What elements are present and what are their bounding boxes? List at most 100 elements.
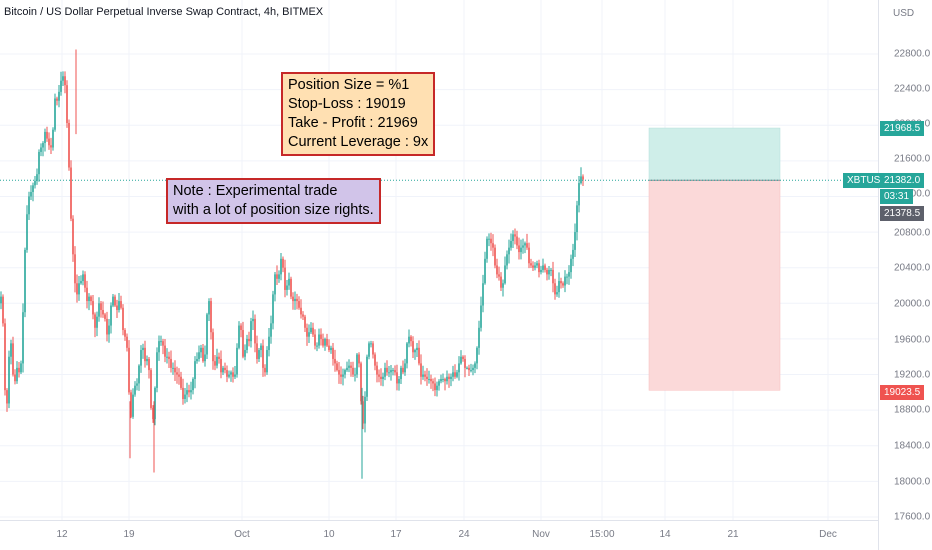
candle-body	[562, 283, 564, 286]
candle-body	[2, 296, 4, 324]
candle-body	[340, 374, 342, 377]
last-price-tag: 21382.0	[880, 173, 925, 188]
candle-body	[456, 372, 458, 377]
candle-body	[530, 263, 532, 266]
stop-loss-text: Stop-Loss : 19019	[288, 96, 406, 112]
candle-body	[460, 356, 462, 364]
candle-body	[374, 354, 376, 366]
candle-body	[308, 332, 310, 337]
candle-body	[18, 367, 20, 373]
y-tick-label: 18400.0	[894, 440, 931, 452]
candle-body	[154, 387, 156, 420]
stop-price-tag: 19023.5	[880, 385, 925, 400]
candle-body	[412, 341, 414, 353]
candle-body	[54, 98, 56, 130]
candle-body	[572, 249, 574, 259]
x-tick-label: Oct	[234, 529, 250, 540]
candle-body	[166, 356, 168, 358]
candle-body	[320, 334, 322, 339]
position-info-box[interactable]: Position Size = %1 Stop-Loss : 19019 Tak…	[281, 72, 436, 156]
candle-body	[124, 330, 126, 337]
candle-body	[76, 283, 78, 295]
candle-body	[438, 381, 440, 386]
candle-body	[282, 258, 284, 268]
note-box[interactable]: Note : Experimental trade with a lot of …	[166, 178, 381, 224]
candle-body	[262, 345, 264, 368]
candle-body	[130, 392, 132, 417]
candle-body	[342, 374, 344, 377]
candle-body	[264, 367, 266, 373]
candle-body	[208, 301, 210, 315]
candle-body	[96, 316, 98, 328]
x-tick-label: 19	[123, 529, 135, 540]
y-tick-label: 17600.0	[894, 511, 931, 523]
candle-body	[156, 352, 158, 388]
candle-body	[184, 394, 186, 400]
candle-body	[226, 370, 228, 377]
candle-body	[266, 350, 268, 373]
candle-body	[464, 358, 466, 368]
candle-body	[182, 387, 184, 400]
candle-body	[244, 350, 246, 357]
candle-body	[272, 294, 274, 324]
candle-body	[358, 354, 360, 364]
candle-body	[22, 312, 24, 364]
candle-body	[152, 407, 154, 420]
candle-body	[482, 283, 484, 306]
candle-body	[478, 327, 480, 348]
candle-body	[486, 238, 488, 259]
candle-body	[500, 276, 502, 288]
candle-body	[384, 367, 386, 377]
candle-body	[144, 347, 146, 362]
x-tick-label: 24	[458, 529, 470, 540]
candle-body	[98, 303, 100, 317]
candle-body	[488, 238, 490, 240]
candle-body	[378, 374, 380, 377]
countdown-tag: 03:31	[880, 189, 914, 204]
candle-body	[354, 374, 356, 376]
candle-body	[142, 347, 144, 351]
price-axis-separator	[878, 0, 879, 550]
candle-body	[48, 138, 50, 146]
candle-body	[62, 76, 64, 81]
candle-body	[122, 307, 124, 331]
candle-body	[326, 338, 328, 346]
candle-body	[276, 274, 278, 279]
candle-body	[520, 247, 522, 253]
candle-body	[202, 347, 204, 362]
candle-body	[196, 358, 198, 362]
candle-body	[220, 358, 222, 373]
candle-body	[394, 370, 396, 373]
candle-body	[194, 361, 196, 379]
candle-body	[114, 296, 116, 306]
chart-title: Bitcoin / US Dollar Perpetual Inverse Sw…	[4, 6, 324, 18]
candle-body	[230, 372, 232, 375]
x-tick-label: Dec	[819, 529, 837, 540]
candle-body	[576, 205, 578, 233]
x-tick-label: 12	[56, 529, 68, 540]
candle-body	[570, 258, 572, 273]
candle-body	[34, 180, 36, 186]
candle-body	[516, 236, 518, 246]
candle-body	[346, 367, 348, 371]
symbol-tag: XBTUSD	[843, 173, 892, 188]
candle-body	[210, 301, 212, 333]
candlestick-chart[interactable]	[0, 0, 878, 520]
candle-body	[426, 376, 428, 379]
candle-body	[540, 269, 542, 273]
candle-body	[222, 367, 224, 373]
candle-body	[240, 325, 242, 331]
candle-body	[248, 338, 250, 342]
x-tick-label: Nov	[532, 529, 550, 540]
candle-body	[110, 305, 112, 326]
candle-body	[134, 385, 136, 395]
target-price-tag: 21968.5	[880, 121, 925, 136]
candle-body	[306, 327, 308, 337]
y-tick-label: 19600.0	[894, 334, 931, 346]
candle-body	[4, 323, 6, 391]
candle-body	[232, 372, 234, 377]
candle-body	[526, 243, 528, 248]
candle-body	[128, 347, 130, 393]
candle-body	[16, 367, 18, 382]
candle-body	[260, 345, 262, 351]
